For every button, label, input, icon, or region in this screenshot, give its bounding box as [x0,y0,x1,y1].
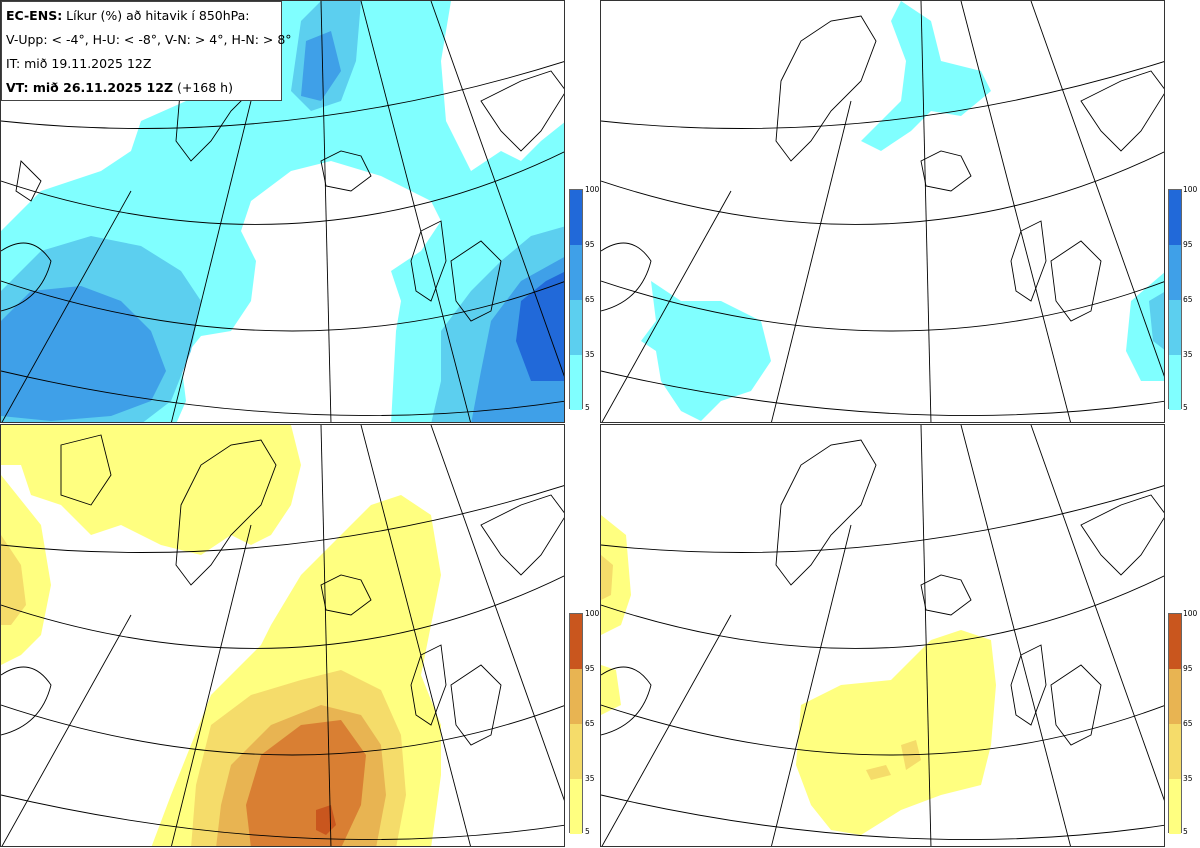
map-canvas [601,425,1164,846]
prob-area-35 [1,1,564,422]
prob-area-5 [601,515,996,835]
coastlines [601,439,1164,746]
map-canvas [1,425,564,846]
info-line-valid-time: VT: mið 26.11.2025 12Z (+168 h) [6,80,233,95]
colorbar-cold-right [1168,189,1182,410]
info-line-initial-time: IT: mið 19.11.2025 12Z [6,56,152,71]
info-line-thresholds: V-Upp: < -4°, H-U: < -8°, V-N: > 4°, H-N… [6,32,292,47]
prob-area-35 [1149,292,1164,350]
info-line-model: EC-ENS: Líkur (%) að hitavik í 850hPa: [6,8,250,23]
map-panel-bottom-right [600,424,1165,847]
prob-area-95 [516,272,564,381]
info-box: EC-ENS: Líkur (%) að hitavik í 850hPa: V… [1,1,292,101]
prob-area-5 [641,1,1164,421]
graticule [1,1,564,422]
prob-area-95 [246,720,366,846]
graticule [601,1,1164,422]
prob-area-100 [316,805,336,835]
map-panel-bottom-left [0,424,565,847]
map-canvas [601,1,1164,422]
map-panel-top-left: EC-ENS: Líkur (%) að hitavik í 850hPa: V… [0,0,565,423]
coastlines [1,434,564,746]
prob-area-65 [1,31,564,422]
colorbar-warm-left [569,613,583,834]
colorbar-cold-left [569,189,583,410]
graticule [1,425,564,846]
colorbar-warm-right [1168,613,1182,834]
graticule [601,425,1164,846]
coastlines [601,15,1164,322]
map-panel-top-right [600,0,1165,423]
